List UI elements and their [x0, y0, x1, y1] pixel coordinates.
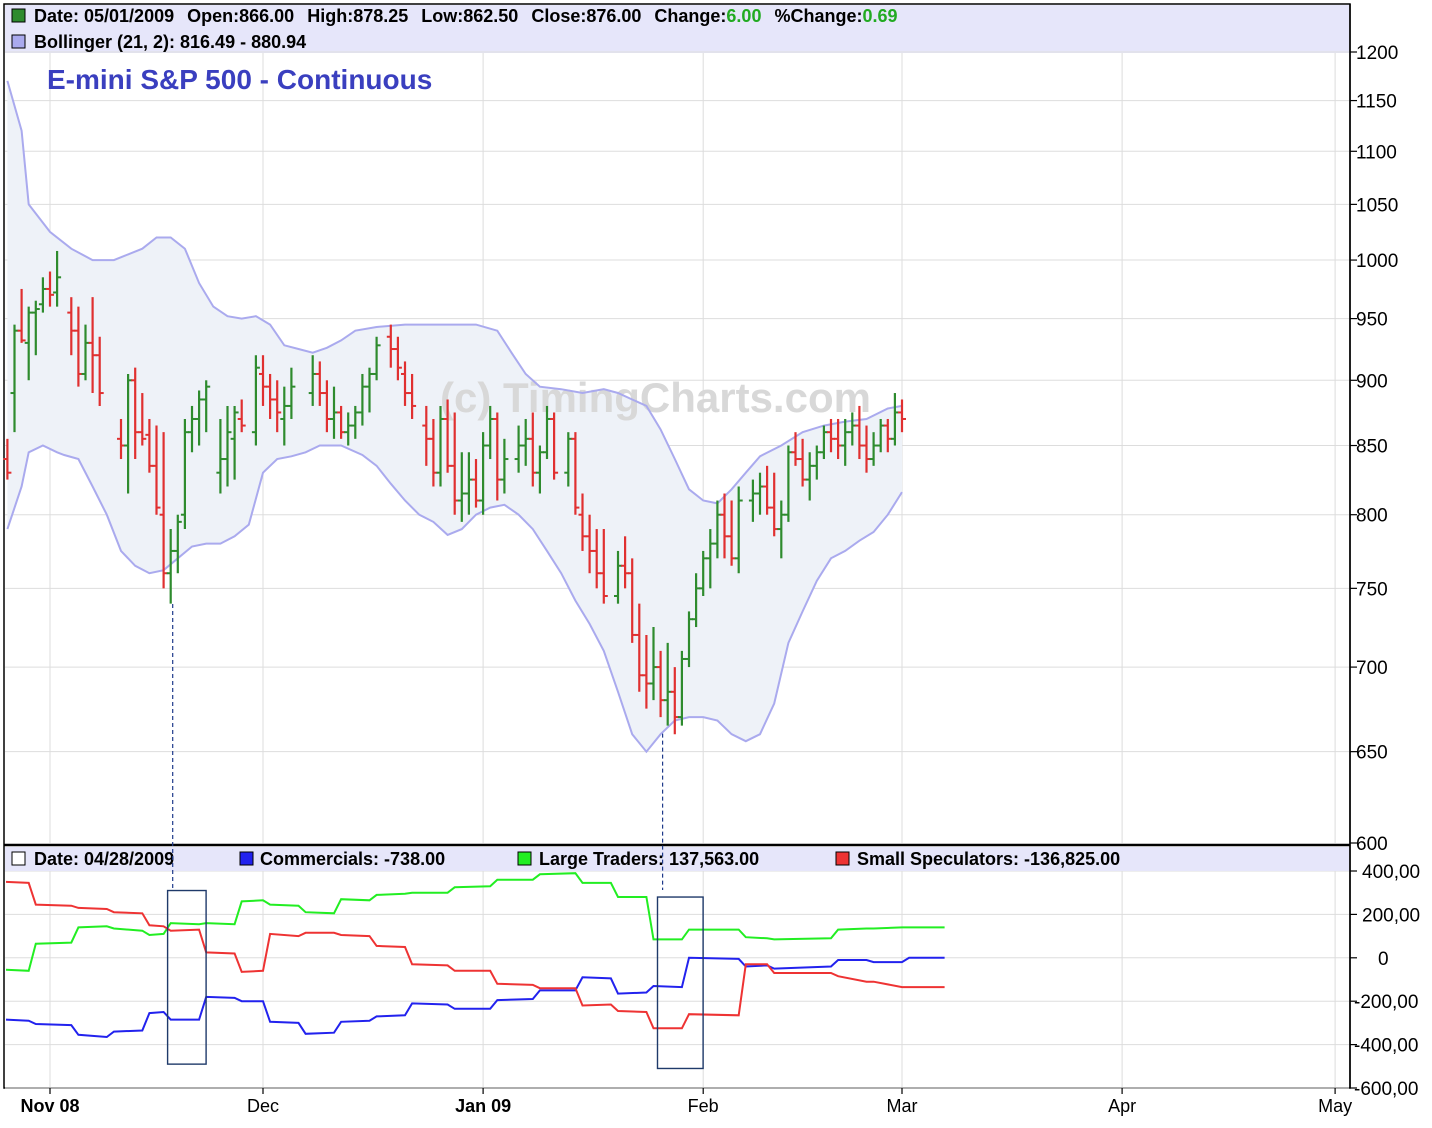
cot-y-tick-label: 400,00 [1362, 862, 1420, 883]
x-tick-label: Feb [688, 1096, 719, 1116]
highlight-box [166, 889, 207, 1065]
commercials-swatch [239, 851, 254, 866]
y-tick-label: 1150 [1356, 92, 1397, 113]
price-bar [393, 336, 402, 381]
header-change-value: 6.00 [726, 6, 761, 26]
price-bar [173, 514, 182, 574]
header-pct-value: 0.69 [863, 6, 898, 26]
price-bar [17, 288, 26, 343]
cot-y-tick-label: 200,00 [1362, 905, 1420, 926]
cot-y-tick-label: -200,00 [1354, 992, 1418, 1013]
annotations [166, 603, 704, 1070]
y-tick-label: 600 [1356, 834, 1388, 855]
price-bar [138, 393, 147, 446]
price-bar [152, 425, 161, 515]
y-tick-label: 1200 [1356, 43, 1398, 64]
commercials-label: Commercials: -738.00 [260, 849, 445, 869]
price-bar [46, 271, 54, 307]
chart-title: E-mini S&P 500 - Continuous [47, 64, 432, 95]
y-tick-label: 650 [1356, 743, 1388, 764]
small-speculators-swatch [835, 851, 850, 866]
x-tick-label: Jan 09 [455, 1096, 511, 1116]
bollinger-legend-swatch [11, 34, 26, 49]
price-bar [372, 336, 381, 381]
small-speculators-label: Small Speculators: -136,825.00 [857, 849, 1120, 869]
price-bar [734, 486, 743, 574]
x-tick-label: Dec [247, 1096, 279, 1116]
price-bar [287, 367, 296, 419]
header-date: Date: 05/01/2009 [34, 6, 174, 26]
price-bar [202, 380, 211, 433]
y-tick-label: 850 [1356, 437, 1388, 458]
bollinger-label: Bollinger (21, 2): 816.49 - 880.94 [34, 32, 306, 52]
header-low: Low:862.50 [421, 6, 518, 26]
price-bar [550, 412, 559, 480]
price-bars [3, 250, 906, 735]
y-tick-label: 750 [1356, 579, 1388, 600]
bollinger-upper-line [6, 80, 903, 505]
price-bar [599, 529, 608, 604]
y-tick-label: 1000 [1356, 251, 1398, 272]
cot-date-swatch [11, 851, 26, 866]
header-open: Open:866.00 [187, 6, 294, 26]
header-pct-label: %Change: [774, 6, 862, 26]
x-tick-label: Nov 08 [20, 1096, 79, 1116]
cot-y-tick-label: 0 [1378, 949, 1389, 970]
highlight-box [656, 896, 704, 1070]
header-close: Close:876.00 [531, 6, 641, 26]
cot-lines [5, 872, 945, 1039]
price-bar [237, 399, 246, 433]
price-bar [230, 405, 239, 480]
y-tick-label: 900 [1356, 371, 1388, 392]
y-tick-label: 950 [1356, 310, 1388, 331]
price-bar [251, 355, 260, 446]
x-tick-label: May [1318, 1096, 1352, 1116]
price-bar [223, 405, 232, 487]
y-tick-label: 700 [1356, 658, 1388, 679]
price-bar [31, 300, 40, 356]
price-bar [53, 250, 62, 307]
price-panel-header [5, 5, 1349, 53]
series-line-small-speculators [5, 880, 945, 1030]
cot-y-tick-label: -600,00 [1354, 1079, 1418, 1100]
x-tick-label: Apr [1108, 1096, 1136, 1116]
cot-panel-header [5, 847, 1349, 871]
price-bar [3, 438, 12, 480]
price-bar [95, 336, 104, 406]
watermark: (c) TimingCharts.com [440, 374, 871, 421]
x-tick-label: Mar [887, 1096, 918, 1116]
price-bar [571, 432, 580, 515]
price-bar [898, 399, 906, 433]
y-tick-label: 1050 [1356, 195, 1398, 216]
y-tick-label: 1100 [1356, 142, 1397, 163]
header-change-label: Change: [654, 6, 726, 26]
price-bar [408, 373, 417, 419]
x-axis-ticks: Nov 08 Dec Jan 09 Feb Mar Apr May [20, 1088, 1352, 1116]
price-legend-swatch [11, 8, 26, 23]
header-high: High:878.25 [307, 6, 408, 26]
y-axis-ticks: 600 650 700 750 800 850 900 950 1000 1050 1100 1150… [1350, 43, 1420, 1100]
price-bar [500, 438, 509, 494]
y-tick-label: 800 [1356, 506, 1388, 527]
cot-date-label: Date: 04/28/2009 [34, 849, 174, 869]
cot-y-tick-label: -400,00 [1354, 1036, 1418, 1057]
price-bar [273, 380, 282, 433]
svg-text:Date: 05/01/2009 Open:866.: Date: 05/01/2009 Open:866.00 High:878.25… [34, 6, 898, 26]
series-line-commercials [5, 956, 945, 1039]
bollinger-lower-line [6, 444, 903, 754]
large-traders-swatch [517, 851, 532, 866]
series-line-large-traders [5, 872, 945, 972]
large-traders-label: Large Traders: 137,563.00 [539, 849, 759, 869]
